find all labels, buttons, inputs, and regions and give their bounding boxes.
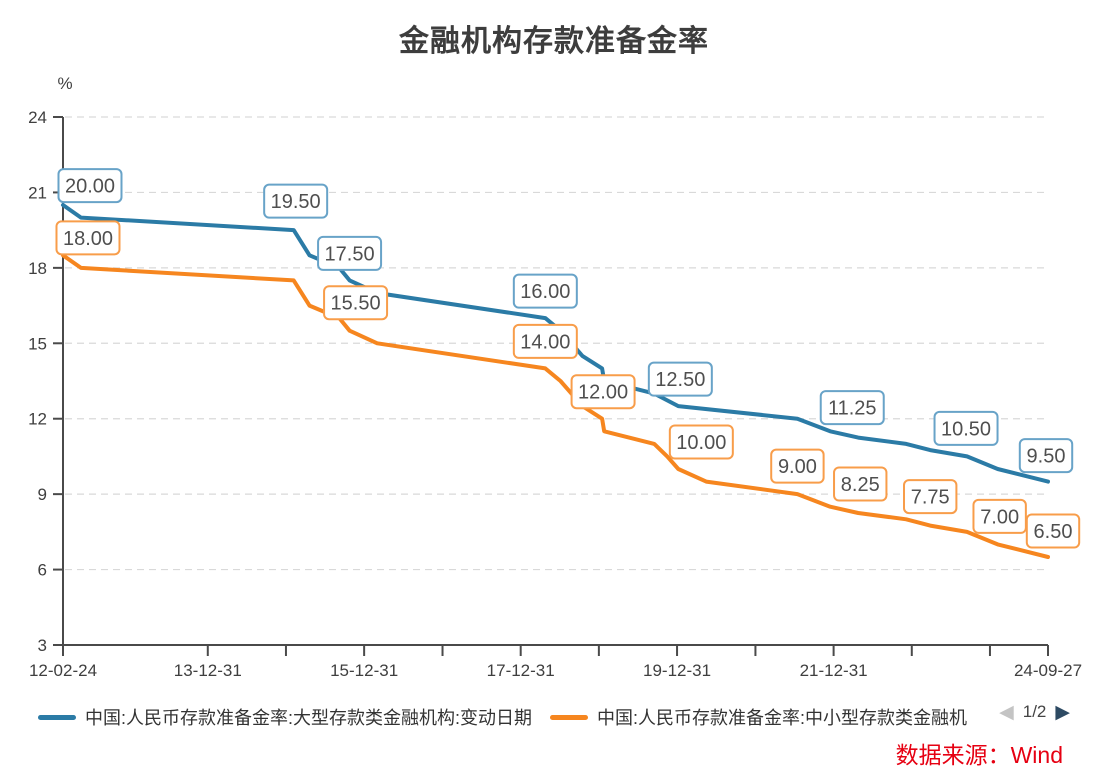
legend-pager: ◀ 1/2 ▶ [993, 702, 1070, 722]
y-tick-label: 21 [28, 183, 47, 202]
point-label-box [770, 448, 825, 484]
point-label-box [512, 323, 578, 359]
prev-page-icon[interactable]: ◀ [999, 701, 1014, 723]
point-label: 19.50 [271, 191, 321, 213]
point-label-box [57, 168, 123, 204]
y-tick-label: 15 [28, 334, 47, 353]
y-tick-label: 9 [38, 485, 47, 504]
next-page-icon[interactable]: ▶ [1055, 701, 1070, 723]
point-label-box [933, 410, 999, 446]
point-label-box [647, 361, 713, 397]
point-label-box [512, 273, 578, 309]
point-label: 9.00 [778, 456, 817, 478]
point-label-box [317, 235, 383, 271]
y-tick-label: 3 [38, 636, 47, 655]
legend-swatch-large-banks [38, 714, 76, 720]
y-tick-label: 12 [28, 410, 47, 429]
y-tick-label: 24 [28, 108, 47, 127]
x-tick-label: 21-12-31 [800, 661, 868, 680]
point-label: 8.25 [841, 474, 880, 496]
point-label: 9.50 [1027, 446, 1066, 468]
point-label: 10.00 [676, 432, 726, 454]
point-label: 6.50 [1034, 521, 1073, 543]
x-tick-label: 12-02-24 [29, 661, 97, 680]
point-label: 20.00 [65, 176, 115, 198]
legend-label-large-banks: 中国:人民币存款准备金率:大型存款类金融机构:变动日期 [85, 708, 533, 728]
point-label-box [668, 424, 734, 460]
legend-item-large-banks: 中国:人民币存款准备金率:大型存款类金融机构:变动日期 [38, 704, 532, 730]
legend-label-small-medium-banks: 中国:人民币存款准备金率:中小型存款类金融机 [597, 708, 967, 728]
point-label: 16.00 [520, 281, 570, 303]
legend-item-small-medium-banks: 中国:人民币存款准备金率:中小型存款类金融机 [550, 704, 967, 730]
x-tick-label: 13-12-31 [174, 661, 242, 680]
y-tick-label: 6 [38, 561, 47, 580]
data-source: 数据来源：Wind [895, 742, 1063, 768]
y-axis-unit: % [57, 74, 72, 93]
point-label: 10.50 [941, 418, 991, 440]
x-tick-label: 24-09-27 [1014, 661, 1082, 680]
x-tick-label: 19-12-31 [643, 661, 711, 680]
point-label-box [1025, 513, 1081, 549]
chart-title: 金融机构存款准备金率 [399, 25, 709, 58]
point-label: 12.00 [578, 382, 628, 404]
point-label: 18.00 [63, 228, 113, 250]
page-indicator: 1/2 [1022, 702, 1047, 721]
plot-svg: 3 6 9 12 15 18 21 24% 12-02-24 13-12-31 15-12-31 17… [28, 74, 1082, 680]
point-label-box [570, 374, 636, 410]
axis-line [62, 117, 1048, 646]
point-label-box [833, 466, 888, 502]
x-tick-label: 15-12-31 [330, 661, 398, 680]
point-label: 15.50 [331, 293, 381, 315]
y-tick-label: 18 [28, 259, 47, 278]
point-label: 7.75 [911, 487, 950, 509]
point-label-box [1018, 438, 1074, 474]
point-label: 14.00 [520, 331, 570, 353]
x-tick-label: 17-12-31 [487, 661, 555, 680]
point-label: 11.25 [828, 398, 877, 420]
point-label-box [263, 183, 329, 219]
point-label: 7.00 [980, 506, 1019, 528]
point-label-box [972, 498, 1027, 534]
point-label-box [323, 285, 389, 321]
point-label-box [55, 220, 121, 256]
legend-swatch-small-medium-banks [550, 714, 588, 720]
point-label: 12.50 [655, 369, 705, 391]
point-label-box [903, 479, 958, 515]
point-label: 17.50 [325, 243, 375, 265]
point-label-box [819, 390, 885, 426]
